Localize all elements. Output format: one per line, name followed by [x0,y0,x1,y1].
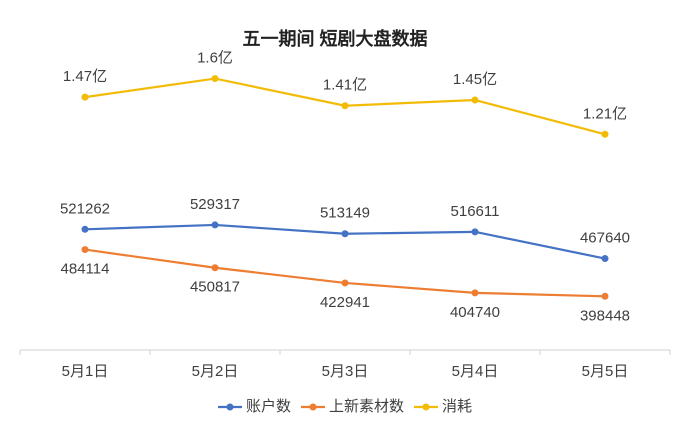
data-label: 398448 [580,307,630,324]
data-point [471,289,479,297]
data-point [601,255,609,263]
legend-marker [226,403,234,411]
data-label: 1.45亿 [453,71,497,88]
data-point [601,292,609,300]
data-point [471,228,479,236]
data-label: 484114 [61,261,110,278]
data-point [341,102,349,110]
data-label: 404740 [450,304,500,321]
data-label: 467640 [580,230,630,247]
data-label: 529317 [190,196,240,213]
legend-label: 消耗 [442,398,472,415]
data-label: 516611 [451,203,500,220]
data-point [471,96,479,104]
data-point [211,75,219,83]
x-tick-label: 5月5日 [582,363,629,380]
data-label: 521262 [60,200,110,217]
x-tick-label: 5月3日 [322,363,369,380]
x-tick-label: 5月1日 [62,363,109,380]
legend-marker [309,403,317,411]
data-point [341,279,349,287]
data-label: 513149 [320,205,370,222]
legend-label: 账户数 [246,398,291,415]
x-tick-label: 5月4日 [452,363,499,380]
data-point [211,221,219,229]
legend-marker [422,403,430,411]
data-label: 1.41亿 [323,77,367,94]
chart-title: 五一期间 短剧大盘数据 [243,28,428,49]
data-label: 1.21亿 [583,105,627,122]
data-point [81,246,89,254]
data-label: 1.47亿 [63,68,107,85]
data-point [601,130,609,138]
data-label: 422941 [320,294,370,311]
data-point [81,225,89,233]
legend-label: 上新素材数 [329,398,404,415]
data-label: 450817 [190,279,240,296]
data-point [211,264,219,272]
data-label: 1.6亿 [197,50,233,67]
x-tick-label: 5月2日 [192,363,239,380]
data-point [341,230,349,238]
data-point [81,93,89,101]
